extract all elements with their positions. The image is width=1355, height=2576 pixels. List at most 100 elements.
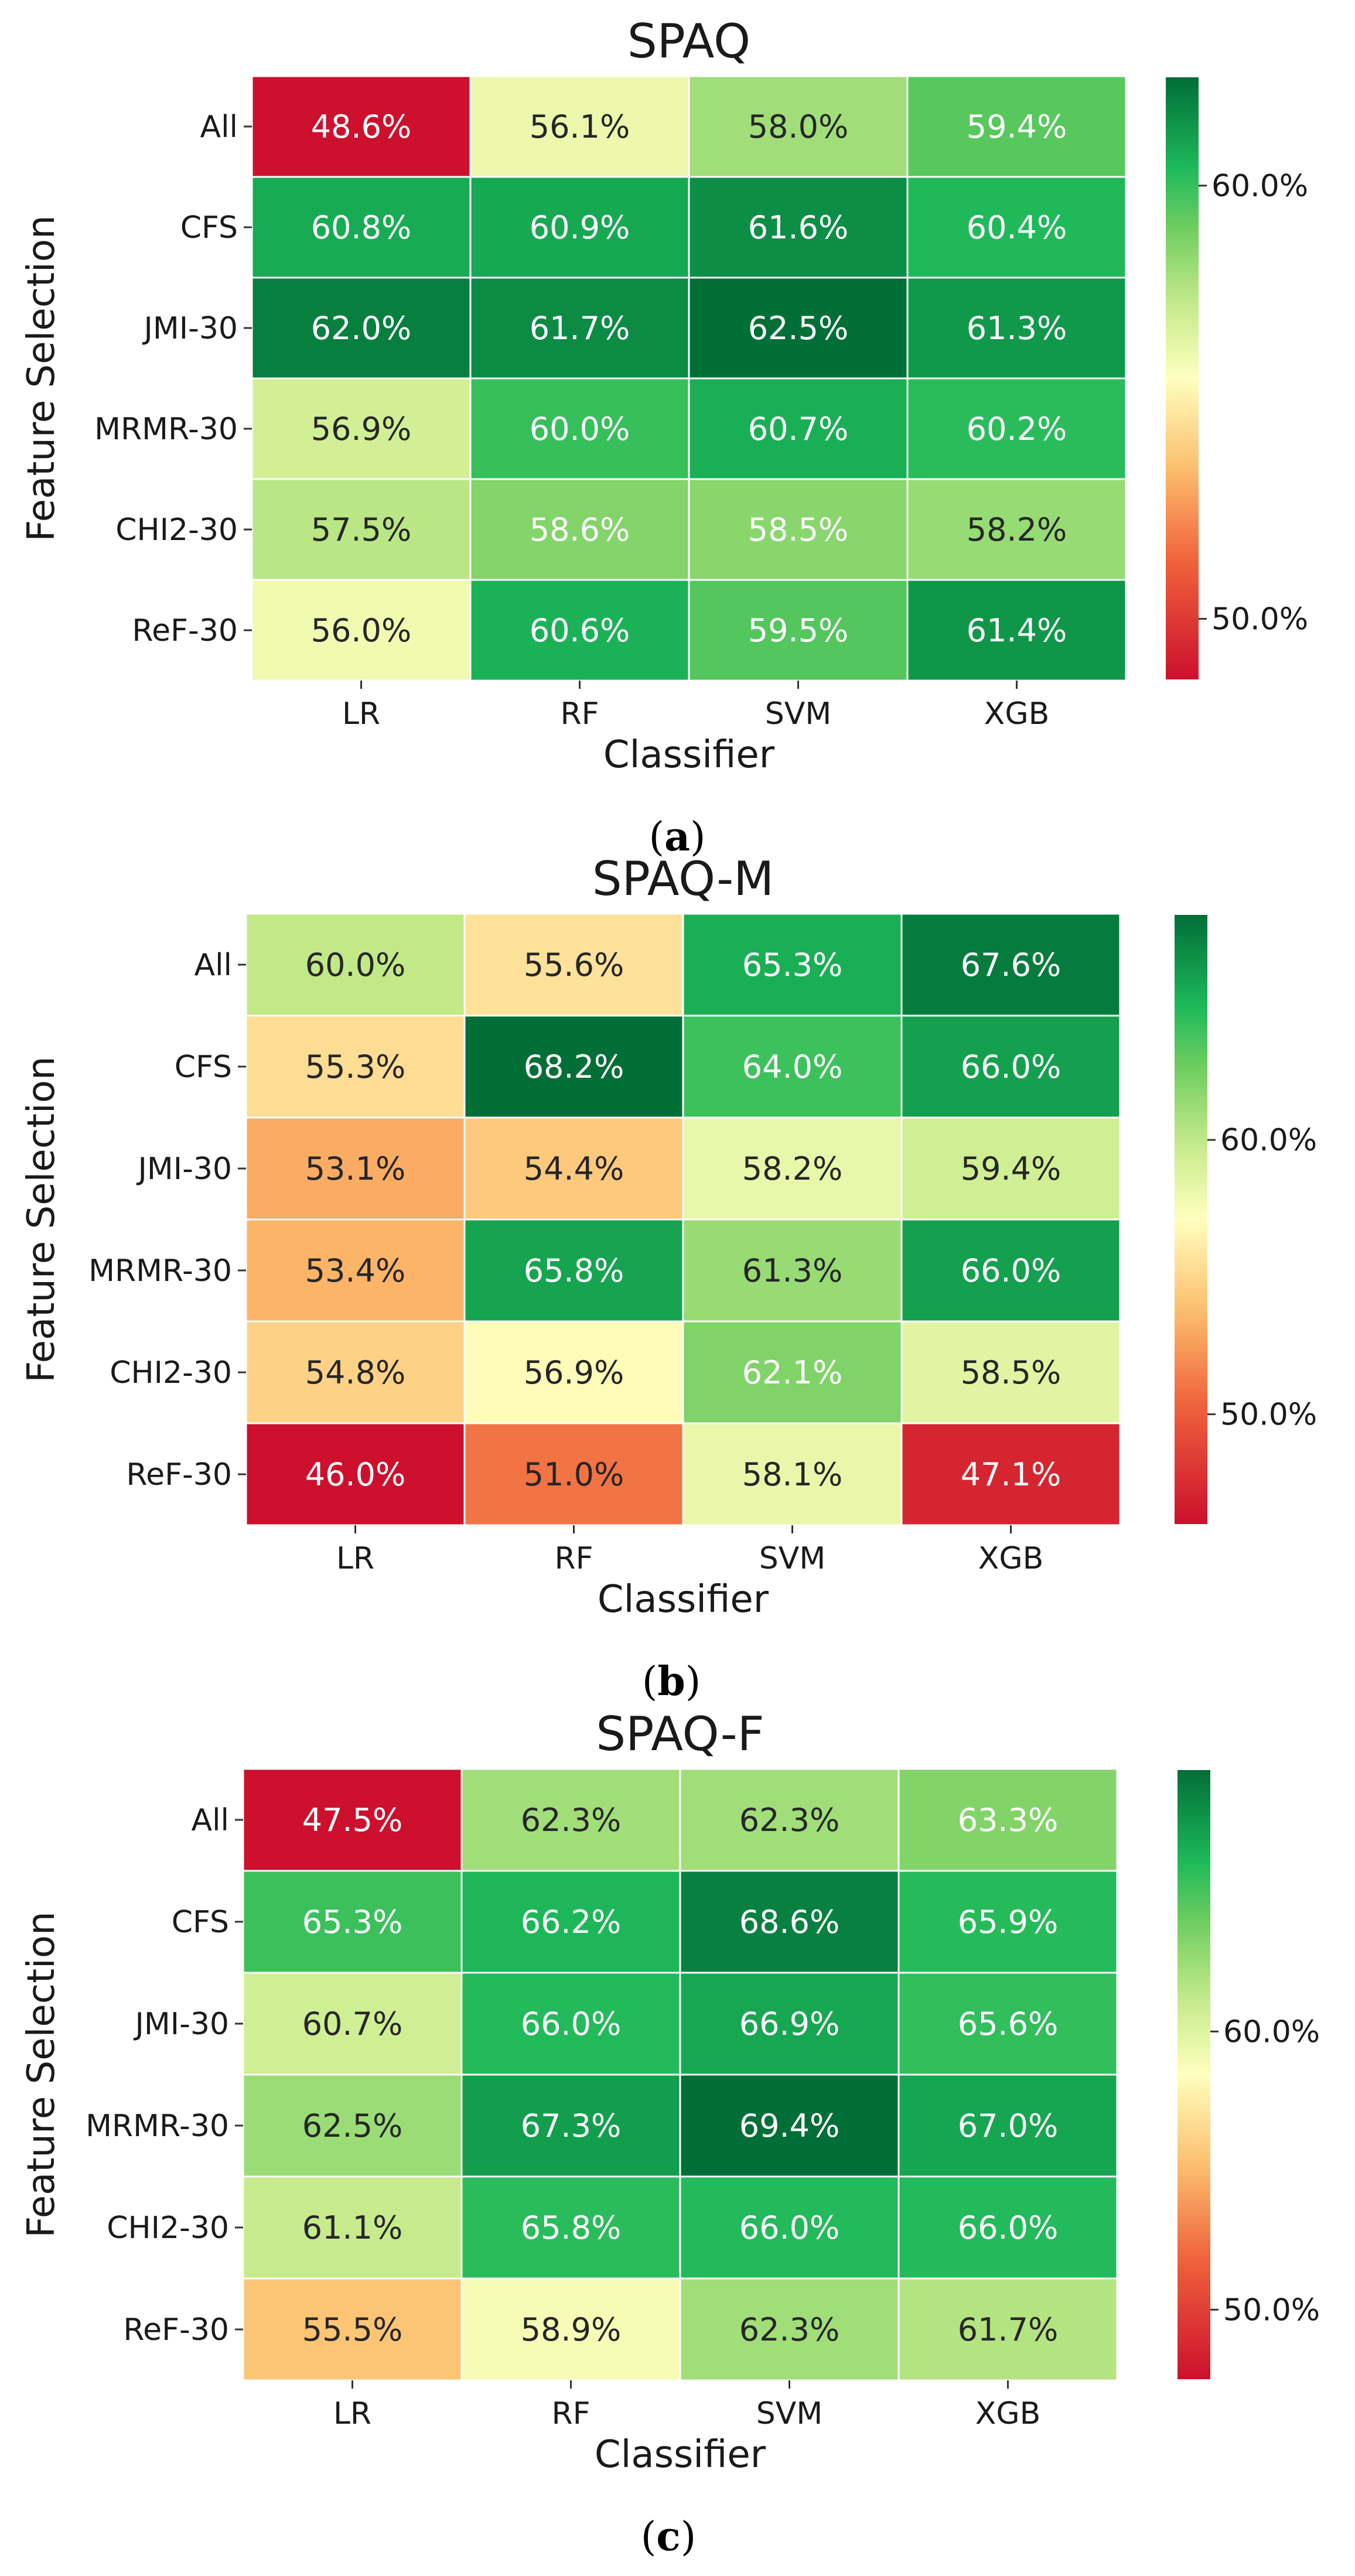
cell-value-label: 66.0% [961,1048,1062,1085]
cell-value-label: 60.6% [530,612,630,649]
heatmap-cell [906,276,1127,380]
y-tick-label: CFS [172,1905,229,1940]
heatmap-cell [251,75,472,178]
heatmap-cell [463,1320,684,1424]
cell-value-label: 59.4% [967,108,1067,145]
y-tick-label: JMI-30 [136,1152,232,1187]
colorbar-tick-label: 50.0% [1220,1398,1317,1433]
y-tick-label: CHI2-30 [107,2211,229,2246]
cell-value-label: 60.7% [302,2006,403,2042]
cell-value-label: 67.6% [961,947,1062,983]
cell-value-label: 58.0% [748,108,849,145]
cell-value-label: 58.5% [748,511,849,548]
x-tick-label: RF [554,1541,593,1576]
cell-value-label: 58.2% [967,511,1067,548]
heatmap-cell [682,1014,903,1119]
heatmap-cell [900,1116,1121,1221]
cell-value-label: 51.0% [524,1456,624,1493]
y-tick-label: ReF-30 [126,1457,232,1492]
cell-value-label: 61.1% [302,2209,403,2246]
cell-value-label: 66.0% [521,2006,622,2042]
heatmap-cell [460,1972,681,2076]
cell-value-label: 56.9% [524,1354,624,1391]
x-tick-label: SVM [759,1541,825,1576]
chart-title: SPAQ [627,14,750,69]
heatmap-cell [682,1320,903,1424]
cell-value-label: 54.4% [524,1150,624,1187]
cell-value-label: 56.9% [311,411,412,447]
y-tick-label: MRMR-30 [88,1253,232,1289]
cell-value-label: 60.7% [748,411,849,447]
cell-value-label: 56.1% [530,108,630,145]
heatmap-cell [242,1768,463,1872]
colorbar-tick-label: 60.0% [1220,1123,1317,1158]
heatmap-cell [906,579,1127,682]
cell-value-label: 65.3% [742,947,843,983]
heatmap-cell [463,913,684,1017]
cell-value-label: 65.6% [958,2006,1059,2042]
cell-value-label: 68.6% [739,1904,840,1940]
heatmap-cell [679,1870,900,1974]
heatmap-cell [688,75,909,178]
heatmap-cell [469,75,690,178]
cell-value-label: 66.0% [958,2209,1059,2246]
cell-value-label: 57.5% [311,511,412,548]
heatmap-cell [251,176,472,279]
cell-value-label: 60.0% [530,411,630,447]
chart-title: SPAQ-M [592,852,774,906]
heatmap-cell [679,2277,900,2382]
heatmap-cell [460,1870,681,1974]
heatmap-panel-a: SPAQ 48.6% 56.1% 58.0% 59.4% 60.8% 60.9% 61.6% 6… [20,14,1308,860]
cell-value-label: 58.6% [530,511,630,548]
colorbar-tick-label: 50.0% [1211,602,1308,637]
panel-label: (b) [642,1658,701,1705]
heatmap-cell [900,1422,1121,1526]
cell-value-label: 61.3% [967,310,1067,347]
cell-value-label: 62.1% [742,1354,843,1391]
cell-value-label: 58.1% [742,1456,843,1493]
heatmap-cell [897,1972,1118,2076]
colorbar [1177,1770,1210,2379]
x-axis-label: Classifier [603,733,775,777]
cell-value-label: 65.8% [521,2209,622,2246]
chart-title: SPAQ-F [596,1707,764,1761]
cell-value-label: 66.9% [739,2006,840,2042]
heatmap-cell [900,1218,1121,1323]
heatmap-cell [469,579,690,682]
cell-value-label: 62.0% [311,310,412,347]
cell-value-label: 65.3% [302,1904,403,1940]
cell-value-label: 64.0% [742,1048,843,1085]
y-tick-label: MRMR-30 [94,412,238,447]
heatmap-cell [897,1768,1118,1872]
heatmap-cell [245,1218,466,1323]
cell-value-label: 62.3% [521,1802,622,1839]
heatmap-cell [897,2175,1118,2280]
y-tick-label: All [192,1803,229,1838]
heatmap-cell [245,1014,466,1119]
heatmap-cell [906,75,1127,178]
x-tick-label: LR [336,1541,374,1576]
x-tick-label: LR [333,2396,371,2431]
cell-value-label: 47.5% [302,1802,403,1839]
heatmap-cell [242,2175,463,2280]
heatmap-cell [251,377,472,480]
x-tick-label: XGB [978,1541,1044,1576]
cell-value-label: 54.8% [305,1354,406,1391]
heatmap-panel-c: SPAQ-F 47.5% 62.3% 62.3% 63.3% 65.3% 66.2% 68.6… [20,1707,1320,2560]
heatmap-cell [242,1870,463,1974]
cell-value-label: 61.6% [748,209,849,246]
cell-value-label: 58.2% [742,1150,843,1187]
y-axis-label: Feature Selection [20,215,63,541]
cell-value-label: 47.1% [961,1456,1062,1493]
heatmap-cell [460,1768,681,1872]
cell-value-label: 60.0% [305,947,406,983]
x-tick-label: XGB [984,696,1050,732]
x-tick-label: XGB [975,2396,1041,2431]
y-tick-label: CFS [175,1050,232,1085]
y-tick-label: All [194,948,232,983]
heatmap-cell [460,2073,681,2178]
colorbar [1175,915,1207,1524]
heatmap-cell [463,1014,684,1119]
cell-value-label: 62.5% [748,310,849,347]
colorbar-tick-label: 60.0% [1223,2014,1320,2049]
